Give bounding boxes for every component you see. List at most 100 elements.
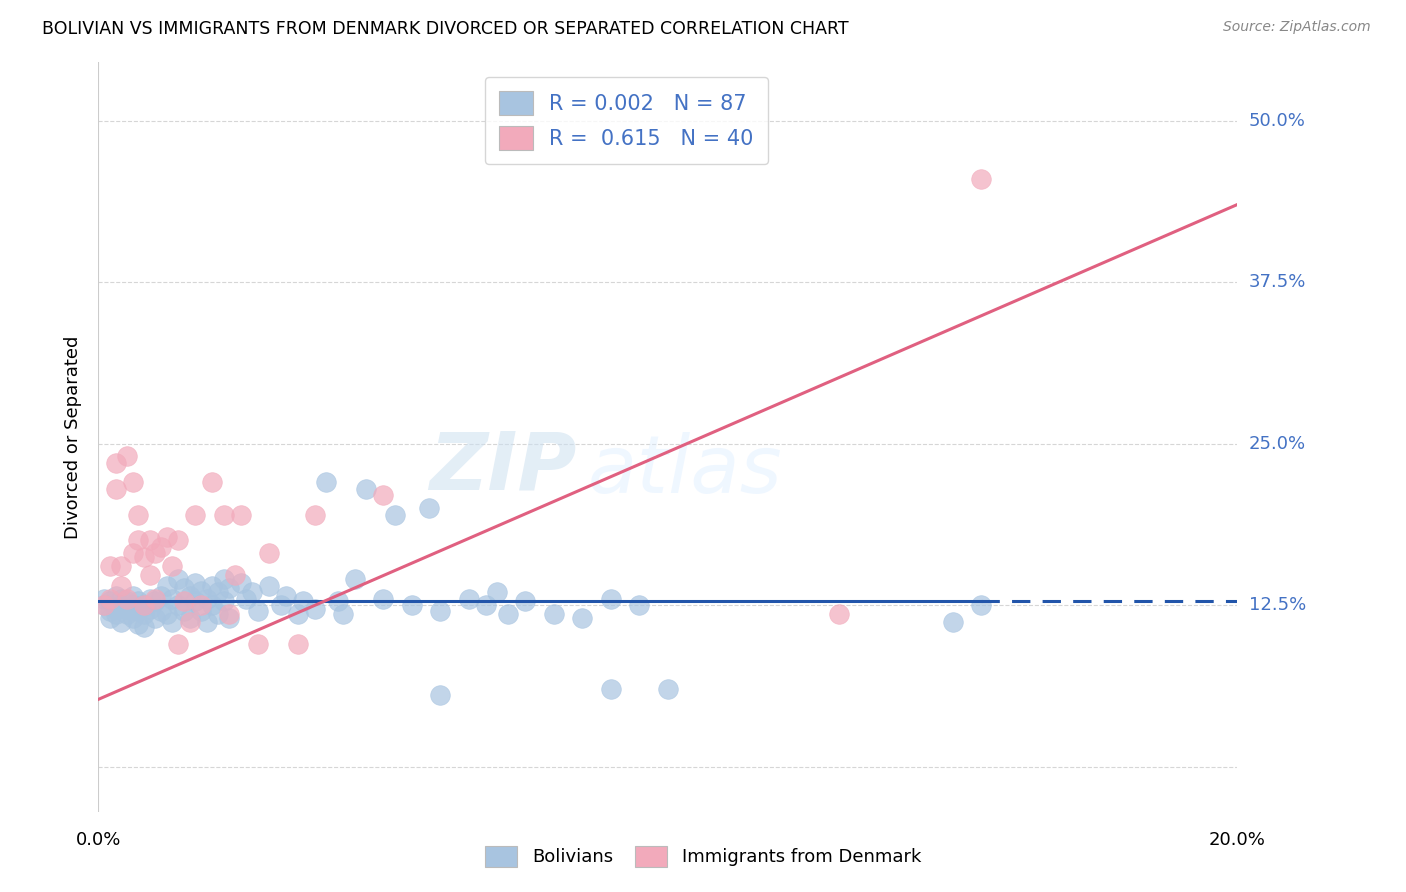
Point bbox=[132, 598, 155, 612]
Point bbox=[93, 591, 115, 606]
Point bbox=[343, 572, 366, 586]
Point bbox=[145, 591, 167, 606]
Point bbox=[162, 559, 184, 574]
Point bbox=[167, 572, 190, 586]
Text: 25.0%: 25.0% bbox=[1249, 434, 1306, 452]
Point bbox=[104, 482, 127, 496]
Point bbox=[110, 591, 132, 606]
Point bbox=[270, 598, 292, 612]
Point bbox=[515, 594, 537, 608]
Point bbox=[156, 607, 179, 621]
Point bbox=[121, 598, 143, 612]
Point bbox=[354, 482, 377, 496]
Point bbox=[190, 605, 212, 619]
Text: 20.0%: 20.0% bbox=[1209, 831, 1265, 849]
Point bbox=[127, 533, 149, 548]
Point bbox=[190, 583, 212, 598]
Point bbox=[115, 594, 138, 608]
Point bbox=[132, 598, 155, 612]
Point bbox=[121, 589, 143, 603]
Point bbox=[418, 501, 440, 516]
Point bbox=[138, 602, 160, 616]
Point bbox=[195, 615, 218, 629]
Point bbox=[970, 171, 993, 186]
Point bbox=[132, 550, 155, 565]
Point bbox=[401, 598, 423, 612]
Point bbox=[235, 591, 257, 606]
Point bbox=[93, 598, 115, 612]
Point bbox=[98, 611, 121, 625]
Point bbox=[287, 607, 309, 621]
Point bbox=[156, 530, 179, 544]
Point bbox=[207, 607, 229, 621]
Point bbox=[600, 591, 623, 606]
Point bbox=[304, 508, 326, 522]
Point bbox=[138, 568, 160, 582]
Point bbox=[167, 533, 190, 548]
Text: BOLIVIAN VS IMMIGRANTS FROM DENMARK DIVORCED OR SEPARATED CORRELATION CHART: BOLIVIAN VS IMMIGRANTS FROM DENMARK DIVO… bbox=[42, 20, 849, 37]
Point bbox=[259, 546, 281, 560]
Point bbox=[104, 456, 127, 470]
Point bbox=[486, 585, 509, 599]
Point bbox=[942, 615, 965, 629]
Point bbox=[132, 620, 155, 634]
Point bbox=[600, 681, 623, 696]
Point bbox=[287, 637, 309, 651]
Point bbox=[138, 533, 160, 548]
Point bbox=[212, 572, 235, 586]
Point bbox=[184, 576, 207, 591]
Point bbox=[104, 607, 127, 621]
Point bbox=[218, 607, 240, 621]
Text: 50.0%: 50.0% bbox=[1249, 112, 1306, 129]
Point bbox=[201, 598, 224, 612]
Point bbox=[110, 579, 132, 593]
Point bbox=[628, 598, 651, 612]
Point bbox=[150, 540, 173, 554]
Point bbox=[162, 591, 184, 606]
Point bbox=[970, 598, 993, 612]
Point bbox=[138, 591, 160, 606]
Point bbox=[98, 594, 121, 608]
Point bbox=[145, 611, 167, 625]
Point bbox=[429, 689, 451, 703]
Point bbox=[162, 615, 184, 629]
Point bbox=[474, 598, 496, 612]
Point bbox=[121, 611, 143, 625]
Point bbox=[115, 602, 138, 616]
Point bbox=[110, 559, 132, 574]
Point bbox=[110, 615, 132, 629]
Point bbox=[212, 508, 235, 522]
Point bbox=[498, 607, 520, 621]
Point bbox=[98, 591, 121, 606]
Point bbox=[179, 611, 201, 625]
Point bbox=[195, 591, 218, 606]
Point bbox=[173, 605, 195, 619]
Point bbox=[201, 475, 224, 490]
Point bbox=[121, 546, 143, 560]
Text: 37.5%: 37.5% bbox=[1249, 273, 1306, 291]
Point bbox=[127, 617, 149, 632]
Point bbox=[173, 581, 195, 595]
Point bbox=[127, 594, 149, 608]
Point bbox=[828, 607, 851, 621]
Point bbox=[384, 508, 406, 522]
Point bbox=[184, 508, 207, 522]
Point bbox=[201, 579, 224, 593]
Point bbox=[373, 488, 395, 502]
Text: Divorced or Separated: Divorced or Separated bbox=[65, 335, 83, 539]
Point bbox=[571, 611, 593, 625]
Point bbox=[173, 594, 195, 608]
Point bbox=[156, 579, 179, 593]
Point bbox=[373, 591, 395, 606]
Point bbox=[150, 605, 173, 619]
Text: Source: ZipAtlas.com: Source: ZipAtlas.com bbox=[1223, 20, 1371, 34]
Point bbox=[457, 591, 479, 606]
Point bbox=[127, 508, 149, 522]
Point bbox=[98, 605, 121, 619]
Point bbox=[332, 607, 354, 621]
Point bbox=[240, 585, 263, 599]
Point bbox=[132, 607, 155, 621]
Point bbox=[246, 605, 269, 619]
Point bbox=[110, 598, 132, 612]
Text: 0.0%: 0.0% bbox=[76, 831, 121, 849]
